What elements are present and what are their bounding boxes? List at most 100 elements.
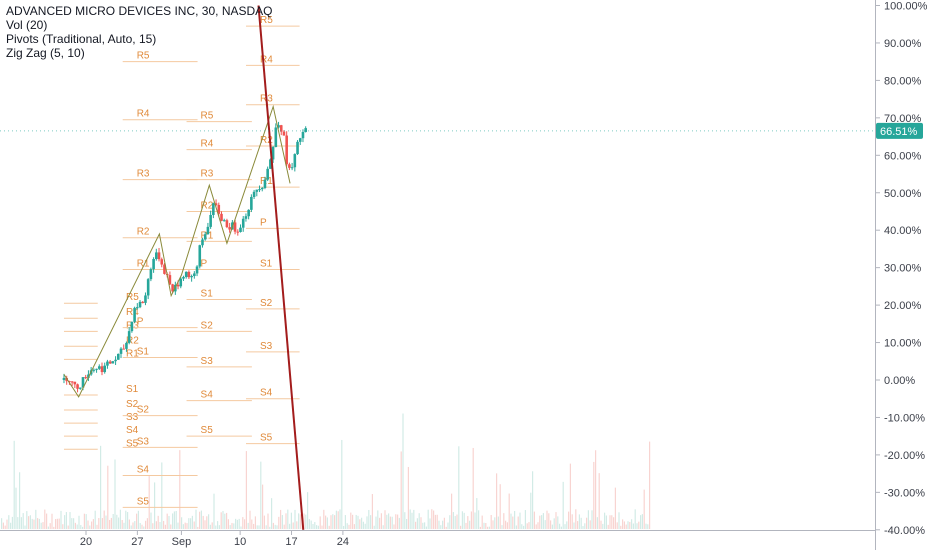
volume-bar [217,521,219,529]
volume-bar [247,522,249,529]
volume-bar [566,521,568,529]
volume-bar [128,519,130,529]
indicator-pivots[interactable]: Pivots (Traditional, Auto, 15) [6,32,157,46]
candle-body [228,227,231,230]
volume-bar [56,518,58,529]
volume-bar [346,523,348,529]
volume-bar [359,519,361,529]
volume-bar [479,526,481,529]
volume-bar [114,459,116,529]
volume-bar [528,522,530,529]
volume-bar [373,525,375,529]
volume-bar [280,509,282,529]
candle-body [252,191,256,197]
volume-bar [19,472,21,529]
volume-bar [618,512,620,529]
volume-bar [622,519,624,529]
volume-bar [278,516,280,529]
pivot-label: S1 [126,384,139,395]
volume-bar [632,523,634,529]
volume-bar [11,516,13,529]
volume-bar [611,515,613,529]
pivot-label: S1 [137,347,150,358]
y-tick-label: 30.00% [884,263,922,275]
volume-bar [321,525,323,529]
volume-bar [208,514,210,529]
volume-bar [485,523,487,529]
volume-bar [542,513,544,529]
volume-bar [263,515,265,529]
volume-bar [222,510,224,529]
volume-bar [416,518,418,529]
pivot-label: S3 [137,436,150,447]
volume-bar [335,510,337,529]
indicator-zigzag[interactable]: Zig Zag (5, 10) [6,46,85,60]
volume-bar [505,520,507,529]
volume-bar [568,511,570,529]
volume-bar [569,463,571,529]
pivot-levels: R5R4R3R2R1S1S2S3S4S5R5R4R3R2R1PS1S2S3S4S… [63,15,300,508]
candle-body [222,220,226,222]
volume-bar [326,517,328,529]
pivot-label: R5 [126,292,139,303]
pivot-label: S3 [201,356,214,367]
volume-bar [17,517,19,529]
volume-bar [422,522,424,529]
pivot-label: R3 [201,169,214,180]
volume-bar [195,509,197,529]
volume-bar [274,524,276,529]
candle-body [195,266,199,274]
volume-bar [20,517,22,529]
y-tick-label: -20.00% [884,450,925,462]
candle-body [209,214,212,227]
volume-bar [332,514,334,529]
volume-bar [292,522,294,529]
volume-bar [105,515,107,529]
candle-body [103,365,107,373]
volume-bar [118,517,120,529]
symbol-title[interactable]: ADVANCED MICRO DEVICES INC, 30, NASDAQ [6,4,273,18]
volume-bar [409,509,411,529]
candle-body [214,203,218,205]
candle-body [130,321,134,332]
volume-bar [510,513,512,529]
volume-bar [521,524,523,529]
volume-bar [10,522,12,529]
volume-bar [134,521,136,529]
volume-bar [436,514,438,529]
volume-bar [595,450,597,529]
pivot-label: S1 [201,288,214,299]
volume-bar [337,511,339,529]
volume-bar [438,520,440,529]
volume-bar [265,525,267,529]
y-tick-label: 80.00% [884,75,922,87]
volume-bar [107,465,109,529]
pivot-label: P [260,217,267,228]
candle-body [114,359,117,362]
candle-body [160,259,164,265]
volume-bar [539,515,541,529]
volume-bar [483,522,485,529]
volume-bar [488,526,490,529]
volume-bar [161,462,163,529]
volume-bar [515,525,517,529]
volume-bar [238,518,240,529]
volume-bar [589,520,591,529]
candle-body [212,203,215,215]
volume-bar [38,518,40,529]
volume-bar [330,515,332,529]
y-axis[interactable]: 100.00% 90.00% 80.00% 70.00% 60.00% 50.00% 40.… [875,0,928,550]
volume-bar [402,413,404,529]
volume-bar [371,494,373,529]
volume-bar [492,520,494,529]
volume-bar [249,510,251,529]
x-axis[interactable]: 20 27 Sep 10 17 24 [0,530,875,549]
volume-bar [317,525,319,529]
volume-bar [193,521,195,529]
volume-bar [499,484,501,529]
indicator-volume[interactable]: Vol (20) [6,18,48,32]
volume-bar [319,516,321,529]
volume-bar [447,522,449,529]
volume-bar [289,523,291,529]
